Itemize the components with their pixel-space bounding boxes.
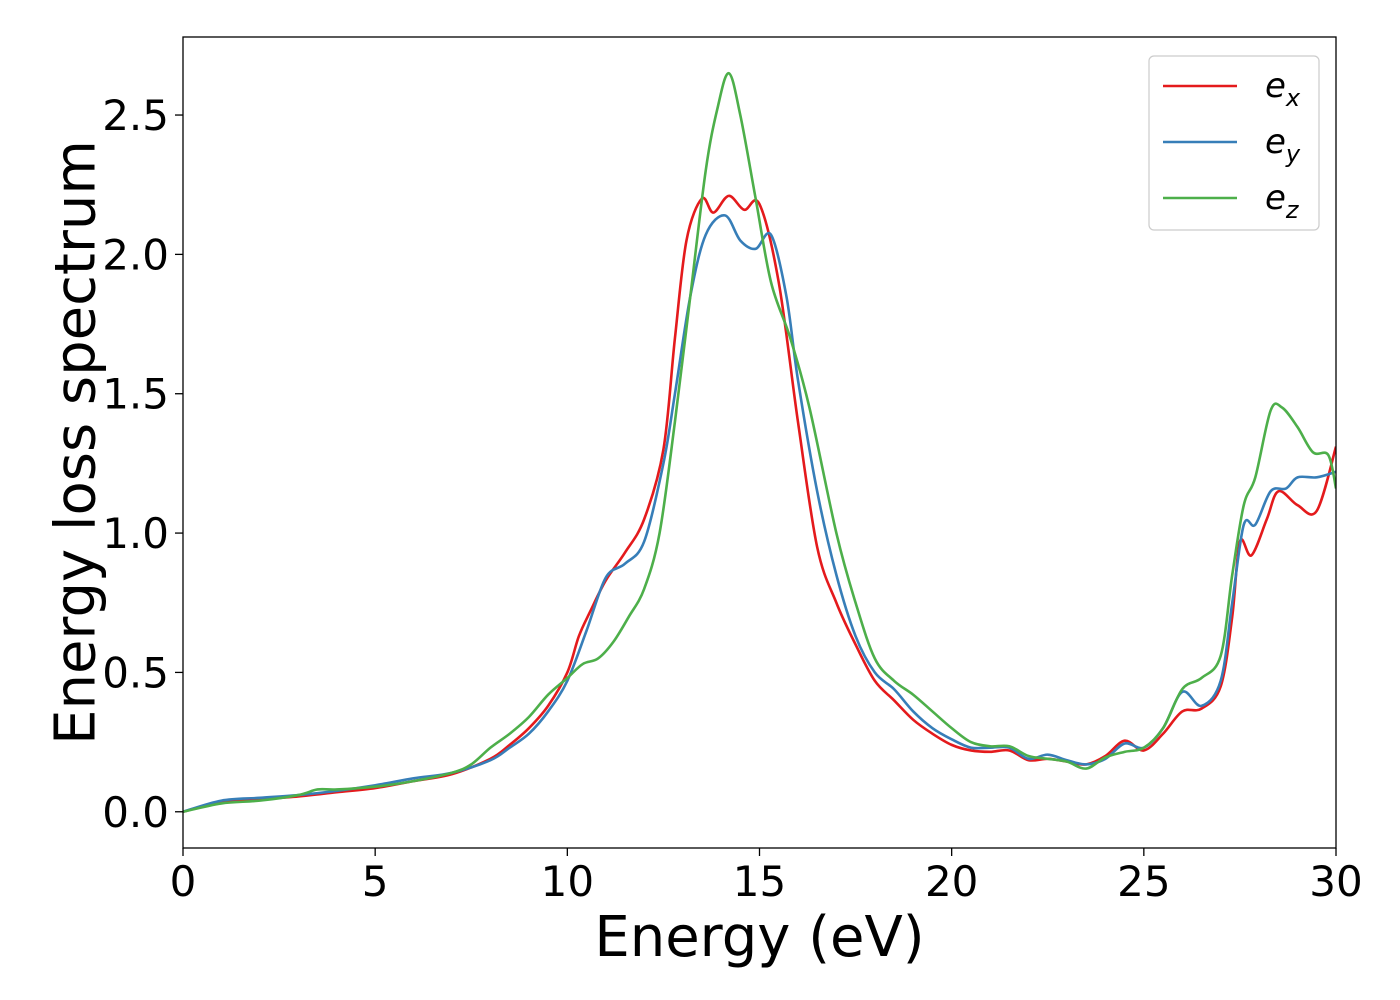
series-line-e-z (183, 71, 1336, 814)
x-tick-label: 0 (170, 857, 197, 906)
series-line-e-x (183, 194, 1336, 814)
y-tick-label: 2.5 (102, 91, 169, 140)
y-tick-label: 0.0 (102, 788, 169, 837)
legend-entry-subscript: x (1285, 84, 1301, 112)
y-tick-label: 1.0 (102, 509, 169, 558)
legend-entry-e-y: ey (1265, 122, 1301, 168)
x-axis: 0 5 10 15 20 25 30 (170, 848, 1363, 906)
y-tick-label: 2.0 (102, 230, 169, 279)
x-tick-label: 10 (541, 857, 594, 906)
x-tick-label: 15 (733, 857, 786, 906)
legend-entry-e-z: ez (1265, 178, 1300, 224)
plot-area (182, 36, 1337, 849)
y-tick-label: 1.5 (102, 370, 169, 419)
legend-entry-name: e (1265, 178, 1286, 218)
legend-entry-subscript: y (1285, 140, 1301, 168)
series-line-e-y (183, 214, 1336, 814)
x-tick-label: 30 (1309, 857, 1362, 906)
y-axis-label: Energy loss spectrum (44, 140, 109, 745)
x-tick-label: 25 (1117, 857, 1170, 906)
x-tick-label: 5 (362, 857, 389, 906)
y-tick-label: 0.5 (102, 648, 169, 697)
series-layer (183, 71, 1336, 814)
legend-entry-name: e (1265, 66, 1286, 106)
y-axis: 0.0 0.5 1.0 1.5 2.0 2.5 (102, 91, 183, 837)
x-axis-label: Energy (eV) (594, 905, 924, 970)
x-tick-label: 20 (925, 857, 978, 906)
legend-entry-e-x: ex (1265, 66, 1301, 112)
legend-entry-subscript: z (1285, 196, 1300, 224)
legend-entry-name: e (1265, 122, 1286, 162)
